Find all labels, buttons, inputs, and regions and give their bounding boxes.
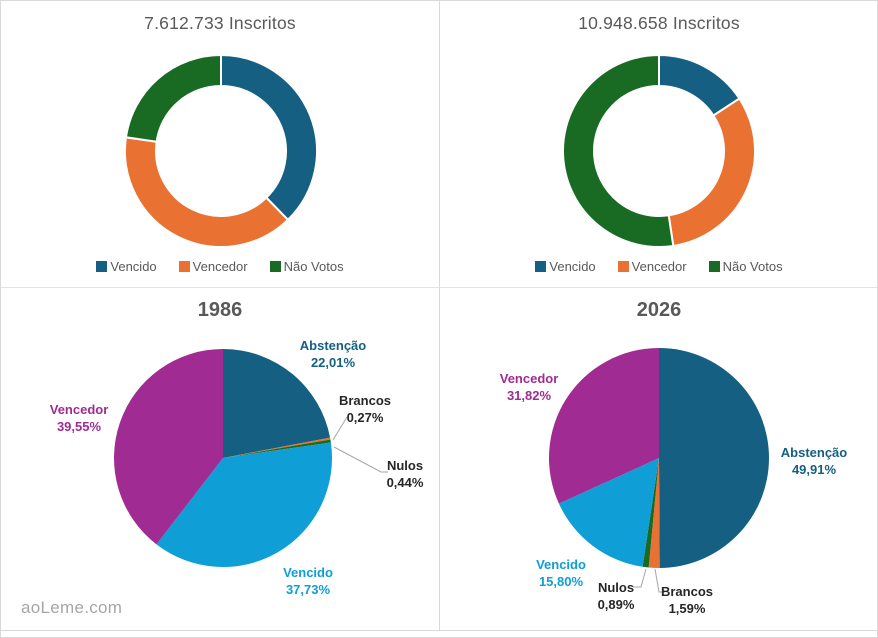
legend: Vencido Vencedor Não Votos — [1, 259, 439, 274]
legend-label: Vencido — [110, 259, 157, 274]
pie-label-vencido: Vencido 37,73% — [283, 564, 333, 598]
label-name: Vencido — [283, 565, 333, 580]
legend-item-vencedor: Vencedor — [617, 259, 687, 274]
legend-label: Vencido — [549, 259, 596, 274]
donut-chart-1986 — [124, 53, 318, 248]
label-name: Nulos — [597, 580, 635, 595]
label-value: 0,44% — [386, 475, 424, 490]
chart-title: 7.612.733 Inscritos — [144, 13, 296, 33]
pie-chart-1986 — [113, 349, 388, 567]
legend-label: Não Votos — [722, 259, 783, 274]
panel-donut-1986: 7.612.733 Inscritos Vencido Vencedor Não… — [1, 1, 440, 288]
label-name: Abstenção — [780, 445, 848, 460]
chart-title: 10.948.658 Inscritos — [578, 13, 740, 33]
label-name: Brancos — [660, 584, 714, 599]
label-value: 0,27% — [346, 410, 384, 425]
nao-votos-swatch-icon — [708, 261, 720, 272]
pie-2026-slice-nulos — [642, 458, 659, 568]
label-value: 1,59% — [668, 601, 706, 616]
nao-votos-swatch-icon — [269, 261, 281, 272]
pie-label-brancos: Brancos 0,27% — [339, 392, 391, 426]
legend-item-vencido: Vencido — [96, 259, 157, 274]
legend-item-nao-votos: Não Votos — [708, 259, 783, 274]
panel-pie-1986: 1986 Abstenção 22,01% Brancos 0,27% Nulo… — [1, 288, 440, 631]
pie-label-brancos: Brancos 1,59% — [661, 583, 713, 617]
legend-label: Vencedor — [192, 259, 248, 274]
label-value: 49,91% — [791, 462, 837, 477]
pie-2026-slice-vencedor — [549, 348, 659, 504]
label-value: 39,55% — [56, 419, 102, 434]
donut-1986-slice-vencedor — [124, 136, 290, 248]
pie-label-vencedor: Vencedor 31,82% — [500, 370, 559, 404]
panel-pie-2026: 2026 Vencedor 31,82% Abstenção 49,91% Ve… — [440, 288, 877, 631]
pie-label-abstencao: Abstenção 22,01% — [300, 337, 366, 371]
pie-1986-slice-vencedor — [113, 349, 223, 545]
vencedor-swatch-icon — [178, 261, 190, 272]
chart-title: 2026 — [636, 299, 682, 321]
pie-1986-slice-vencido — [156, 442, 332, 567]
pie-2026-slice-absten-o — [659, 348, 769, 568]
label-value: 31,82% — [506, 388, 552, 403]
label-value: 22,01% — [310, 355, 356, 370]
nulos-leader-line — [633, 568, 647, 588]
donut-2026-slice-vencedor — [667, 97, 756, 248]
label-name: Vencedor — [499, 371, 559, 386]
nulos-leader-line — [333, 446, 388, 473]
pie-label-vencedor: Vencedor 39,55% — [50, 401, 109, 435]
legend-label: Não Votos — [283, 259, 344, 274]
legend: Vencido Vencedor Não Votos — [440, 259, 877, 274]
donut-1986-slice-n-o-votos — [124, 53, 222, 143]
donut-chart-2026 — [562, 53, 756, 248]
pie-label-abstencao: Abstenção 49,91% — [781, 444, 847, 478]
label-name: Nulos — [386, 458, 424, 473]
brancos-leader-line — [332, 416, 348, 441]
label-value: 37,73% — [285, 582, 331, 597]
legend-item-nao-votos: Não Votos — [269, 259, 344, 274]
panel-donut-2026: 10.948.658 Inscritos Vencido Vencedor Nã… — [440, 1, 877, 288]
pie-label-vencido: Vencido 15,80% — [536, 556, 586, 590]
vencido-swatch-icon — [96, 261, 108, 272]
label-value: 0,89% — [597, 597, 635, 612]
label-name: Brancos — [338, 393, 392, 408]
donut-1986-slice-vencido — [220, 53, 318, 222]
vencedor-swatch-icon — [617, 261, 629, 272]
label-name: Vencedor — [49, 402, 109, 417]
pie-1986-slice-absten-o — [223, 349, 331, 458]
pie-2026-slice-vencido — [558, 458, 659, 567]
legend-item-vencido: Vencido — [535, 259, 596, 274]
label-name: Abstenção — [299, 338, 367, 353]
pie-label-nulos: Nulos 0,44% — [387, 457, 424, 491]
label-name: Vencido — [536, 557, 586, 572]
vencido-swatch-icon — [535, 261, 547, 272]
label-value: 15,80% — [538, 574, 584, 589]
legend-label: Vencedor — [631, 259, 687, 274]
pie-label-nulos: Nulos 0,89% — [598, 579, 635, 613]
brancos-leader-line — [654, 568, 665, 593]
watermark: aoLeme.com — [21, 598, 123, 617]
chart-title: 1986 — [197, 299, 243, 321]
legend-item-vencedor: Vencedor — [178, 259, 248, 274]
pie-chart-2026 — [549, 348, 769, 593]
pie-2026-slice-brancos — [648, 458, 660, 568]
donut-2026-slice-n-o-votos — [562, 53, 675, 248]
pie-1986-slice-brancos — [223, 437, 331, 458]
pie-1986-slice-nulos — [223, 439, 331, 458]
